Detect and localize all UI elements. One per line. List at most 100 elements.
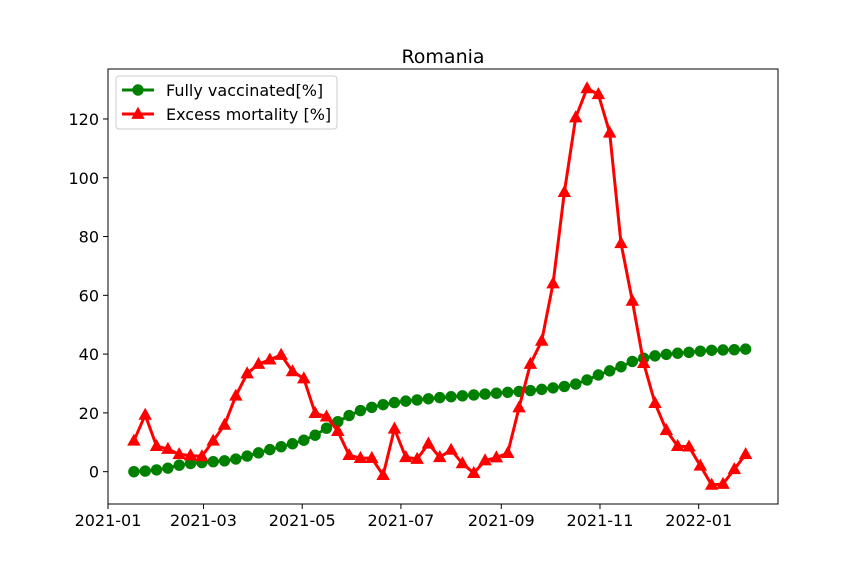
- series-1-point: [263, 352, 277, 365]
- series-1-point: [138, 407, 152, 420]
- series-1-point: [297, 371, 311, 384]
- series-1-point: [376, 467, 390, 481]
- series-1-point: [161, 441, 175, 454]
- series-1-point: [240, 366, 254, 379]
- series-0-point: [422, 393, 435, 405]
- plot-background: [108, 69, 778, 504]
- series-0-point: [581, 374, 593, 386]
- series-1-point: [342, 447, 356, 461]
- series-legend-0-point: [132, 84, 144, 96]
- series-0-point: [671, 347, 684, 359]
- series-0-point: [603, 365, 616, 377]
- series-0-point: [592, 369, 605, 381]
- series-1-point: [523, 356, 538, 369]
- series-1-point: [614, 236, 628, 249]
- y-tick-label: 100: [68, 169, 99, 188]
- series-1-point: [229, 388, 243, 401]
- series-0-point: [377, 398, 389, 411]
- series-0-point: [479, 388, 491, 400]
- series-1-point: [693, 458, 708, 471]
- series-1-point: [568, 110, 583, 123]
- series-0-point: [207, 455, 219, 468]
- series-0-point: [264, 443, 276, 456]
- series-0-point: [150, 464, 163, 476]
- plot-frame: [107, 68, 779, 505]
- series-1-point: [500, 445, 515, 458]
- series-1-point: [580, 81, 594, 94]
- y-tick-label: 0: [89, 463, 99, 482]
- series-0-point: [162, 462, 174, 474]
- series-0-point: [128, 465, 140, 478]
- series-0-point: [241, 450, 253, 462]
- series-legend-1-point: [131, 106, 145, 119]
- x-tick-label: 2021-01: [75, 511, 142, 530]
- series-0-point: [400, 395, 412, 407]
- series-1-point: [285, 364, 300, 377]
- series-0-point: [490, 387, 503, 399]
- series-0-point: [298, 434, 310, 446]
- series-0-point: [230, 453, 242, 465]
- series-1-point: [319, 409, 334, 422]
- series-1-point: [353, 450, 368, 463]
- series-0-point: [343, 409, 355, 422]
- series-1-point: [467, 465, 481, 478]
- x-tick-label: 2022-01: [665, 511, 732, 530]
- x-tick-label: 2021-03: [170, 511, 237, 530]
- series-0-point: [411, 394, 423, 406]
- series-0-point: [252, 447, 265, 459]
- series-1-point: [387, 421, 402, 434]
- series-1-point: [489, 450, 504, 463]
- series-0-point: [434, 391, 446, 404]
- series-1-point: [149, 438, 164, 451]
- series-1-point: [534, 333, 549, 346]
- series-1-point: [365, 450, 379, 463]
- x-tick-label: 2021-09: [468, 511, 535, 530]
- series-1-point: [444, 442, 458, 455]
- series-0-point: [139, 465, 151, 477]
- series-0-point: [286, 438, 299, 450]
- y-tick-label: 20: [79, 404, 99, 423]
- series-1-point: [251, 356, 266, 369]
- series-1-point: [433, 450, 447, 463]
- series-0-point: [739, 343, 752, 355]
- series-0-point: [660, 348, 673, 361]
- series-0-point: [388, 396, 401, 409]
- series-1-point: [478, 453, 492, 466]
- series-0-point: [309, 429, 321, 441]
- series-0-point: [536, 383, 548, 396]
- series-1-point: [648, 395, 662, 409]
- y-tick-label: 120: [68, 110, 99, 129]
- legend-label: Fully vaccinated[%]: [166, 81, 323, 100]
- series-1-point: [195, 449, 209, 462]
- series-1-point: [591, 87, 606, 100]
- series-0-point: [717, 344, 729, 356]
- series-0-point: [468, 389, 480, 401]
- series-1-point: [727, 462, 742, 475]
- legend: Fully vaccinated[%] Excess mortality [%]: [115, 75, 338, 130]
- series-0-point: [456, 390, 469, 402]
- x-tick-label: 2021-05: [269, 511, 336, 530]
- series-1-point: [172, 447, 186, 460]
- series-0-point: [524, 384, 537, 397]
- series-1-point: [331, 423, 345, 436]
- series-layer: [127, 81, 753, 490]
- series-1-point: [512, 400, 526, 413]
- series-1-point: [206, 433, 220, 446]
- series-0-point: [649, 350, 661, 362]
- series-0-point: [683, 346, 695, 359]
- series-1-point: [557, 184, 572, 197]
- series-0-point: [615, 361, 627, 373]
- series-1-point: [546, 276, 560, 289]
- series-1-point: [127, 433, 141, 446]
- series-1-point: [455, 456, 470, 469]
- y-tick-label: 40: [79, 345, 99, 364]
- series-1-point: [217, 417, 232, 430]
- series-1-point: [399, 450, 413, 463]
- series-0: [128, 343, 752, 478]
- series-0-point: [445, 391, 457, 403]
- series-1-point: [636, 355, 651, 369]
- series-0-point: [626, 355, 639, 368]
- series-1-point: [716, 476, 730, 489]
- y-tick-label: 60: [79, 286, 99, 305]
